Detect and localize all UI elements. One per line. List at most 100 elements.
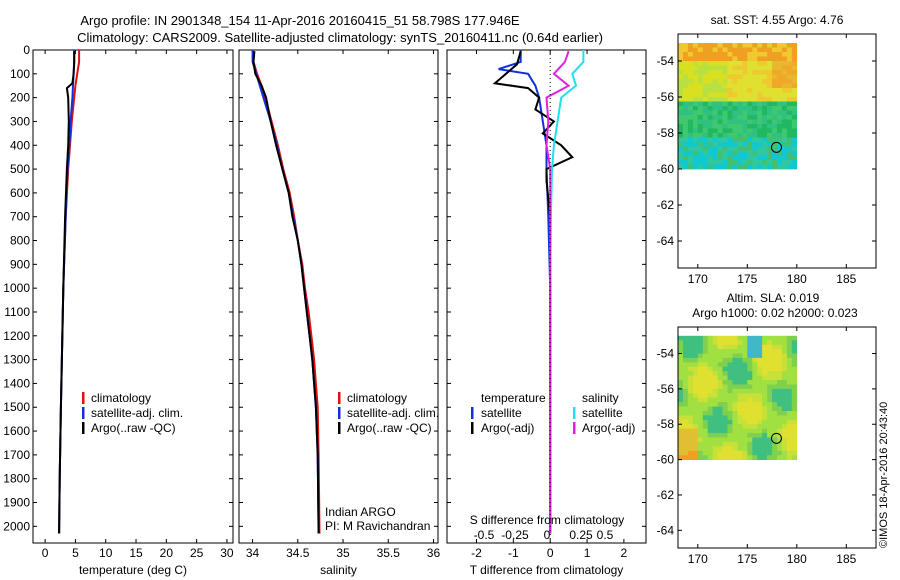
map-cell <box>772 362 778 368</box>
map-cell <box>712 74 718 80</box>
map-cell <box>727 92 733 98</box>
map-cell <box>722 70 728 75</box>
map-cell <box>687 92 694 98</box>
map-cell <box>683 79 689 84</box>
map-cell <box>737 160 743 165</box>
map-cell <box>722 349 728 354</box>
map-cell <box>712 101 718 107</box>
map-cell <box>712 402 718 407</box>
map-cell <box>722 344 728 350</box>
map-cell <box>712 110 718 116</box>
map-cell <box>712 119 718 125</box>
map-cell <box>722 419 728 425</box>
legend-swatch-argo <box>82 422 85 434</box>
map-cell <box>781 455 788 460</box>
map-cell <box>772 83 778 89</box>
map-cell <box>762 411 768 416</box>
map-cell <box>692 56 699 62</box>
x-tick-label: 20 <box>160 546 174 560</box>
map-cell <box>791 52 798 57</box>
map-cell <box>786 47 793 53</box>
map-cell <box>707 362 713 368</box>
map-cell <box>687 375 694 381</box>
map-cell <box>683 56 689 62</box>
map-cell <box>747 110 753 116</box>
map-cell <box>727 142 733 147</box>
map-cell <box>752 119 758 125</box>
map-cell <box>678 65 684 71</box>
map-cell <box>692 115 699 120</box>
map-cell <box>747 137 753 143</box>
map-cell <box>722 137 728 143</box>
map-cell <box>683 92 689 98</box>
map-cell <box>777 124 783 129</box>
map-cell <box>791 155 798 161</box>
depth-tick-label: 1500 <box>3 400 30 414</box>
map-cell <box>791 56 798 62</box>
x-tick-label: 0 <box>42 546 49 560</box>
map-cell <box>791 65 798 71</box>
map-cell <box>712 344 718 350</box>
map-cell <box>707 349 713 354</box>
map-cell <box>762 146 768 152</box>
map-cell <box>683 424 689 429</box>
plot-frame <box>238 49 439 544</box>
map-cell <box>781 142 788 147</box>
map-cell <box>712 441 718 447</box>
map-cell <box>737 65 743 71</box>
map-cell <box>757 119 763 125</box>
map-cell <box>747 366 753 372</box>
map-cell <box>747 335 753 341</box>
map-cell <box>742 455 748 460</box>
x-tick-label: 0 <box>547 546 554 560</box>
map-cell <box>702 88 709 93</box>
map-cell <box>687 164 694 170</box>
map-cell <box>683 335 689 341</box>
map-cell <box>781 388 788 394</box>
map-cell <box>752 97 758 102</box>
map-cell <box>772 433 778 438</box>
map-cell <box>717 402 723 407</box>
depth-tick-label: 900 <box>10 257 30 271</box>
map-cell <box>777 380 783 385</box>
map-cell <box>732 357 738 363</box>
map-cell <box>747 388 753 394</box>
map-cell <box>742 450 748 456</box>
map-cell <box>732 375 738 381</box>
map-cell <box>717 101 723 107</box>
map-cell <box>737 366 743 372</box>
map-cell <box>742 415 748 421</box>
map-cell <box>737 424 743 429</box>
map-cell <box>786 146 793 152</box>
map-cell <box>702 151 709 156</box>
map-cell <box>781 137 788 143</box>
lat-tick-label: -60 <box>657 162 675 176</box>
map-cell <box>727 88 733 93</box>
map-cell <box>692 366 699 372</box>
map-cell <box>712 406 718 412</box>
map-cell <box>737 415 743 421</box>
map-cell <box>786 437 793 443</box>
map-cell <box>727 151 733 156</box>
map-cell <box>762 61 768 66</box>
map-cell <box>692 428 699 434</box>
map-cell <box>707 106 713 111</box>
map-cell <box>732 340 738 346</box>
map-cell <box>707 446 713 452</box>
map-cell <box>717 450 723 456</box>
map-cell <box>683 380 689 385</box>
map-cell <box>772 61 778 66</box>
map-cell <box>762 119 768 125</box>
map-cell <box>747 402 753 407</box>
legend-label: climatology <box>91 391 151 405</box>
map-cell <box>752 56 758 62</box>
x-tick-label: 35 <box>336 546 350 560</box>
map-cell <box>772 101 778 107</box>
map-cell <box>717 65 723 71</box>
map-cell <box>692 393 699 399</box>
map-cell <box>727 56 733 62</box>
map-cell <box>772 393 778 399</box>
map-cell <box>762 155 768 161</box>
map-cell <box>697 110 704 116</box>
map-cell <box>717 455 723 460</box>
